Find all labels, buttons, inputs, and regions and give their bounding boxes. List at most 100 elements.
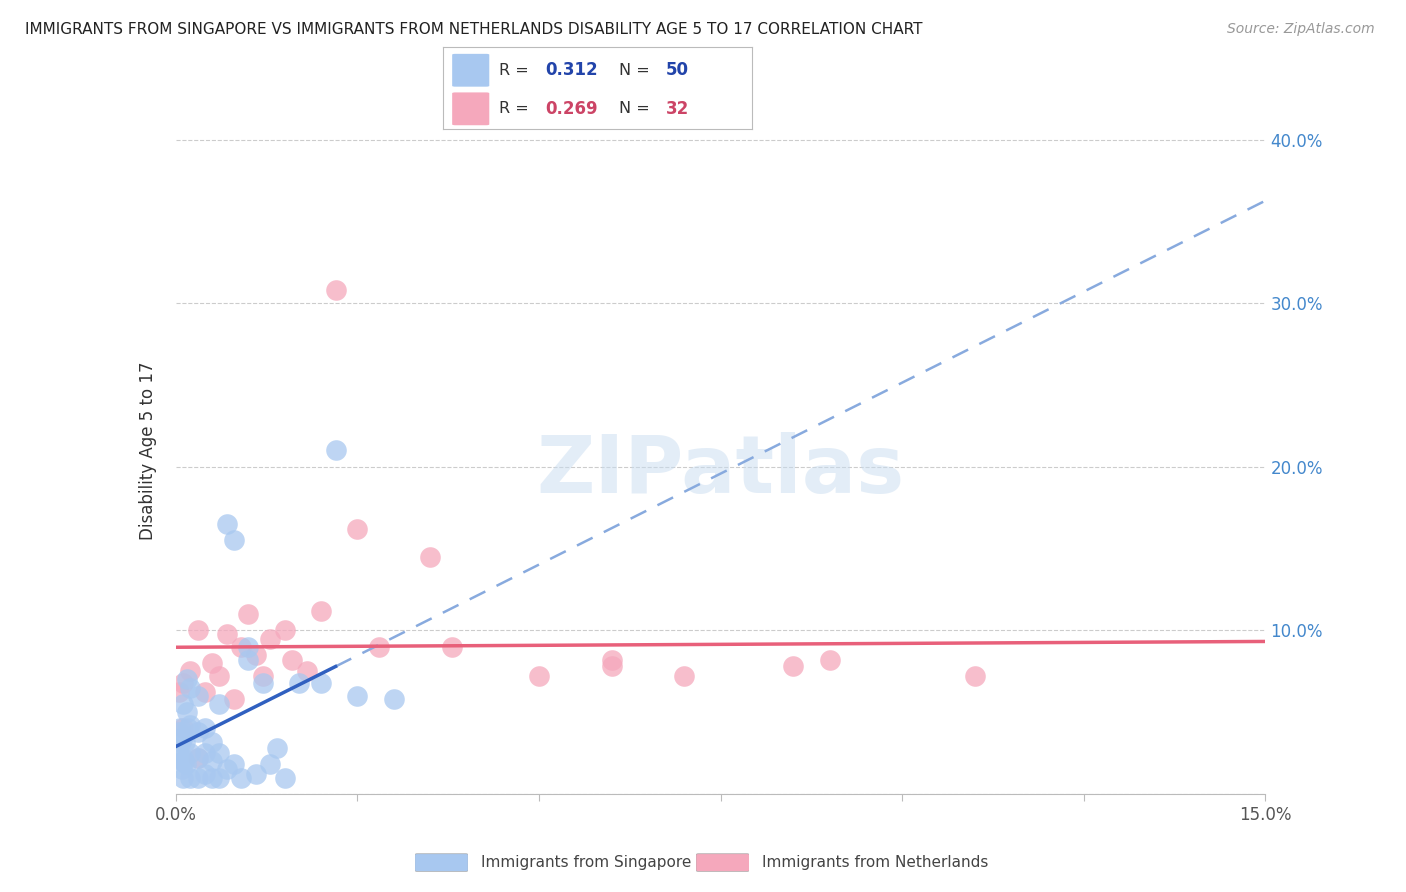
Point bbox=[169, 722, 191, 736]
Point bbox=[309, 604, 332, 618]
Point bbox=[368, 640, 391, 654]
Point bbox=[231, 640, 253, 654]
Text: Source: ZipAtlas.com: Source: ZipAtlas.com bbox=[1227, 22, 1375, 37]
Point bbox=[527, 669, 550, 683]
Point bbox=[172, 722, 194, 736]
Point bbox=[266, 741, 288, 756]
Point bbox=[169, 685, 191, 699]
FancyBboxPatch shape bbox=[453, 93, 489, 125]
Point bbox=[259, 632, 281, 646]
Point bbox=[222, 533, 245, 548]
Text: 0.269: 0.269 bbox=[546, 100, 598, 118]
Point bbox=[174, 734, 197, 748]
Point bbox=[245, 767, 267, 781]
Point bbox=[172, 751, 194, 765]
Point bbox=[252, 669, 274, 683]
Point bbox=[186, 724, 209, 739]
Point bbox=[238, 640, 260, 654]
Point bbox=[600, 653, 623, 667]
Point bbox=[245, 648, 267, 662]
Text: N =: N = bbox=[619, 102, 655, 116]
Point bbox=[194, 746, 217, 760]
Point bbox=[176, 705, 198, 719]
Point bbox=[238, 607, 260, 621]
Point bbox=[172, 697, 194, 711]
Point bbox=[208, 697, 231, 711]
Point bbox=[186, 751, 209, 765]
FancyBboxPatch shape bbox=[415, 854, 468, 871]
Point bbox=[208, 669, 231, 683]
Point bbox=[172, 771, 194, 785]
Point bbox=[252, 675, 274, 690]
Text: 32: 32 bbox=[665, 100, 689, 118]
Point bbox=[281, 653, 304, 667]
Point bbox=[170, 734, 193, 748]
Point bbox=[288, 675, 311, 690]
Point bbox=[186, 624, 209, 638]
Text: N =: N = bbox=[619, 62, 655, 78]
Point bbox=[186, 689, 209, 703]
Point bbox=[222, 757, 245, 772]
Text: ZIPatlas: ZIPatlas bbox=[537, 432, 904, 510]
Text: R =: R = bbox=[499, 62, 533, 78]
Point bbox=[215, 762, 238, 776]
Point bbox=[440, 640, 463, 654]
Point bbox=[325, 283, 347, 297]
Point bbox=[673, 669, 696, 683]
Point bbox=[215, 516, 238, 531]
Point bbox=[782, 659, 804, 673]
Point bbox=[419, 549, 441, 564]
Point bbox=[173, 754, 195, 768]
Point bbox=[201, 754, 224, 768]
Point bbox=[325, 443, 347, 458]
Y-axis label: Disability Age 5 to 17: Disability Age 5 to 17 bbox=[139, 361, 157, 540]
Point bbox=[295, 664, 318, 679]
Point bbox=[346, 522, 368, 536]
Point bbox=[963, 669, 986, 683]
Point bbox=[600, 659, 623, 673]
Point bbox=[186, 751, 209, 765]
Point bbox=[179, 746, 201, 760]
Point bbox=[179, 718, 201, 732]
Point bbox=[170, 754, 193, 768]
Point bbox=[179, 664, 201, 679]
Point bbox=[177, 722, 200, 736]
Point bbox=[201, 656, 224, 670]
Point bbox=[172, 762, 194, 776]
Point bbox=[346, 689, 368, 703]
Point bbox=[172, 675, 194, 690]
Text: Immigrants from Singapore: Immigrants from Singapore bbox=[481, 855, 692, 870]
FancyBboxPatch shape bbox=[453, 54, 489, 87]
Point bbox=[382, 692, 405, 706]
Point bbox=[274, 771, 297, 785]
Point bbox=[174, 757, 197, 772]
Text: Immigrants from Netherlands: Immigrants from Netherlands bbox=[762, 855, 988, 870]
Text: 0.312: 0.312 bbox=[546, 62, 598, 79]
Point bbox=[818, 653, 841, 667]
Text: R =: R = bbox=[499, 102, 533, 116]
Point bbox=[238, 653, 260, 667]
Point bbox=[179, 681, 201, 695]
Point bbox=[231, 771, 253, 785]
Point bbox=[201, 771, 224, 785]
Point bbox=[201, 734, 224, 748]
Text: 50: 50 bbox=[665, 62, 689, 79]
Point bbox=[194, 685, 217, 699]
Point bbox=[208, 746, 231, 760]
Point bbox=[186, 771, 209, 785]
Point bbox=[274, 624, 297, 638]
Point bbox=[169, 724, 191, 739]
Point bbox=[215, 626, 238, 640]
Point bbox=[194, 767, 217, 781]
Point bbox=[179, 771, 201, 785]
Point bbox=[208, 771, 231, 785]
Point bbox=[259, 757, 281, 772]
Point bbox=[309, 675, 332, 690]
Point bbox=[194, 722, 217, 736]
FancyBboxPatch shape bbox=[696, 854, 749, 871]
Point bbox=[176, 673, 198, 687]
Point bbox=[172, 730, 194, 744]
Text: IMMIGRANTS FROM SINGAPORE VS IMMIGRANTS FROM NETHERLANDS DISABILITY AGE 5 TO 17 : IMMIGRANTS FROM SINGAPORE VS IMMIGRANTS … bbox=[25, 22, 922, 37]
Point bbox=[222, 692, 245, 706]
Point bbox=[167, 746, 190, 760]
